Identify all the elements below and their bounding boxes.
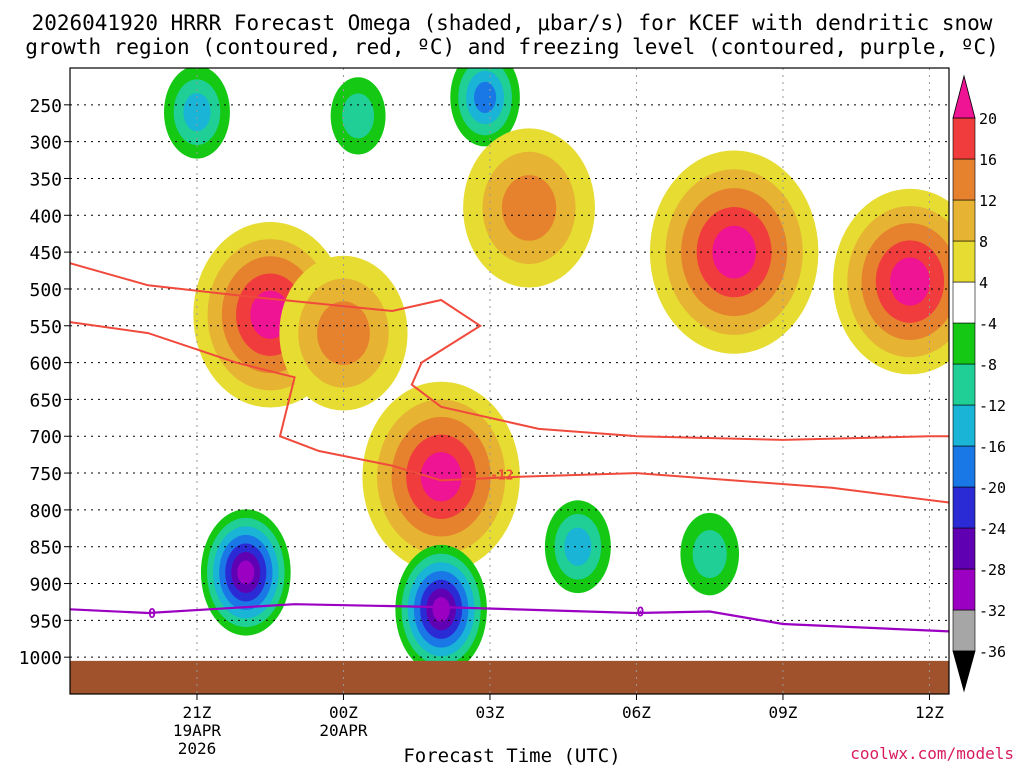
omega-contour-fill [342, 93, 375, 139]
omega-field [164, 68, 949, 674]
colorbar-label: -8 [979, 356, 997, 374]
freezing-level-label: 0 [636, 606, 644, 621]
x-tick-label: 12Z [915, 703, 944, 722]
omega-feature [680, 512, 740, 596]
chart-title-line2: growth region (contoured, red, ºC) and f… [25, 35, 999, 59]
freezing-level-label: 0 [148, 607, 156, 622]
colorbar-segment [952, 609, 976, 652]
x-tick-sublabel: 19APR [173, 721, 222, 740]
y-tick-label: 500 [29, 280, 62, 301]
y-tick-label: 700 [29, 427, 62, 448]
dgz-contour [70, 321, 949, 504]
omega-feature [200, 509, 291, 636]
colorbar-segment [952, 404, 976, 447]
y-tick-label: 450 [29, 243, 62, 264]
ground-layer [70, 660, 949, 694]
omega-contour-fill [183, 93, 211, 132]
y-tick-label: 550 [29, 317, 62, 338]
y-tick-label: 600 [29, 354, 62, 375]
omega-feature [362, 381, 520, 572]
omega-feature [450, 68, 520, 147]
y-tick-label: 1000 [19, 648, 62, 669]
colorbar-label: -4 [979, 315, 997, 333]
colorbar-label: -12 [979, 397, 1006, 415]
omega-feature [279, 255, 408, 411]
omega-feature [164, 68, 230, 159]
colorbar-segment [952, 281, 976, 324]
colorbar-label: -28 [979, 561, 1006, 579]
colorbar-segment [952, 199, 976, 242]
omega-contour-fill [237, 560, 255, 585]
omega-contour-fill [432, 597, 450, 622]
colorbar-label: 8 [979, 233, 988, 251]
colorbar-segment [952, 568, 976, 611]
credit-text: coolwx.com/models [850, 744, 1014, 763]
colorbar: -36 -32 -28 -24 -20 -16 -12 -8 -4 4 8 12 16 20 [952, 74, 1006, 693]
colorbar-segment [952, 363, 976, 406]
y-tick-label: 350 [29, 169, 62, 190]
colorbar-label: -36 [979, 643, 1006, 661]
y-tick-label: 850 [29, 538, 62, 559]
dgz-contour-label: -12 [490, 469, 513, 484]
colorbar-label: 12 [979, 192, 997, 210]
y-tick-label: 300 [29, 133, 62, 154]
omega-feature [330, 77, 386, 155]
colorbar-segment [952, 322, 976, 365]
colorbar-label: 16 [979, 151, 997, 169]
y-axis: 250 300 350 400 450 500 550 600 650 700 750 800 850 9… [19, 96, 70, 669]
omega-contour-fill [692, 530, 727, 579]
colorbar-segment [952, 240, 976, 283]
omega-feature [833, 188, 949, 375]
x-tick-label: 09Z [769, 703, 798, 722]
y-tick-label: 750 [29, 464, 62, 485]
y-tick-label: 400 [29, 206, 62, 227]
colorbar-over-arrow [952, 74, 976, 119]
colorbar-segment [952, 445, 976, 488]
omega-contour-fill [889, 257, 930, 306]
x-tick-label: 00Z [329, 703, 358, 722]
omega-feature [544, 500, 611, 594]
contours: -12 0 0 [70, 262, 949, 633]
colorbar-label: -20 [979, 479, 1006, 497]
colorbar-segment [952, 158, 976, 201]
omega-feature [395, 544, 487, 674]
omega-contour-fill [474, 81, 497, 114]
y-tick-label: 650 [29, 390, 62, 411]
colorbar-segment [952, 117, 976, 160]
x-tick-sublabel: 20APR [319, 721, 368, 740]
colorbar-segment [952, 527, 976, 570]
omega-feature [649, 150, 819, 354]
colorbar-label: -16 [979, 438, 1006, 456]
colorbar-label: -24 [979, 520, 1006, 538]
dgz-contour [70, 262, 949, 441]
omega-contour-fill [712, 225, 756, 279]
omega-contour-fill [317, 301, 370, 365]
omega-feature [463, 128, 595, 288]
omega-contour-fill [564, 527, 592, 566]
omega-contour-fill [501, 175, 557, 241]
x-tick-label: 21Z [183, 703, 212, 722]
ground-fill [70, 660, 949, 694]
y-tick-label: 800 [29, 501, 62, 522]
freezing-level-contour [70, 603, 949, 633]
y-tick-label: 900 [29, 575, 62, 596]
x-tick-label: 03Z [476, 703, 505, 722]
colorbar-label: -32 [979, 602, 1006, 620]
x-axis-title: Forecast Time (UTC) [403, 745, 621, 767]
colorbar-segment [952, 486, 976, 529]
colorbar-under-arrow [952, 650, 976, 693]
plot-frame [69, 67, 950, 695]
y-tick-label: 950 [29, 611, 62, 632]
omega-contour-fill [420, 452, 462, 502]
colorbar-label: 4 [979, 274, 988, 292]
chart-title-line1: 2026041920 HRRR Forecast Omega (shaded, … [31, 11, 993, 35]
x-tick-label: 06Z [622, 703, 651, 722]
colorbar-label: 20 [979, 110, 997, 128]
x-tick-sublabel: 2026 [178, 739, 217, 758]
y-tick-label: 250 [29, 96, 62, 117]
